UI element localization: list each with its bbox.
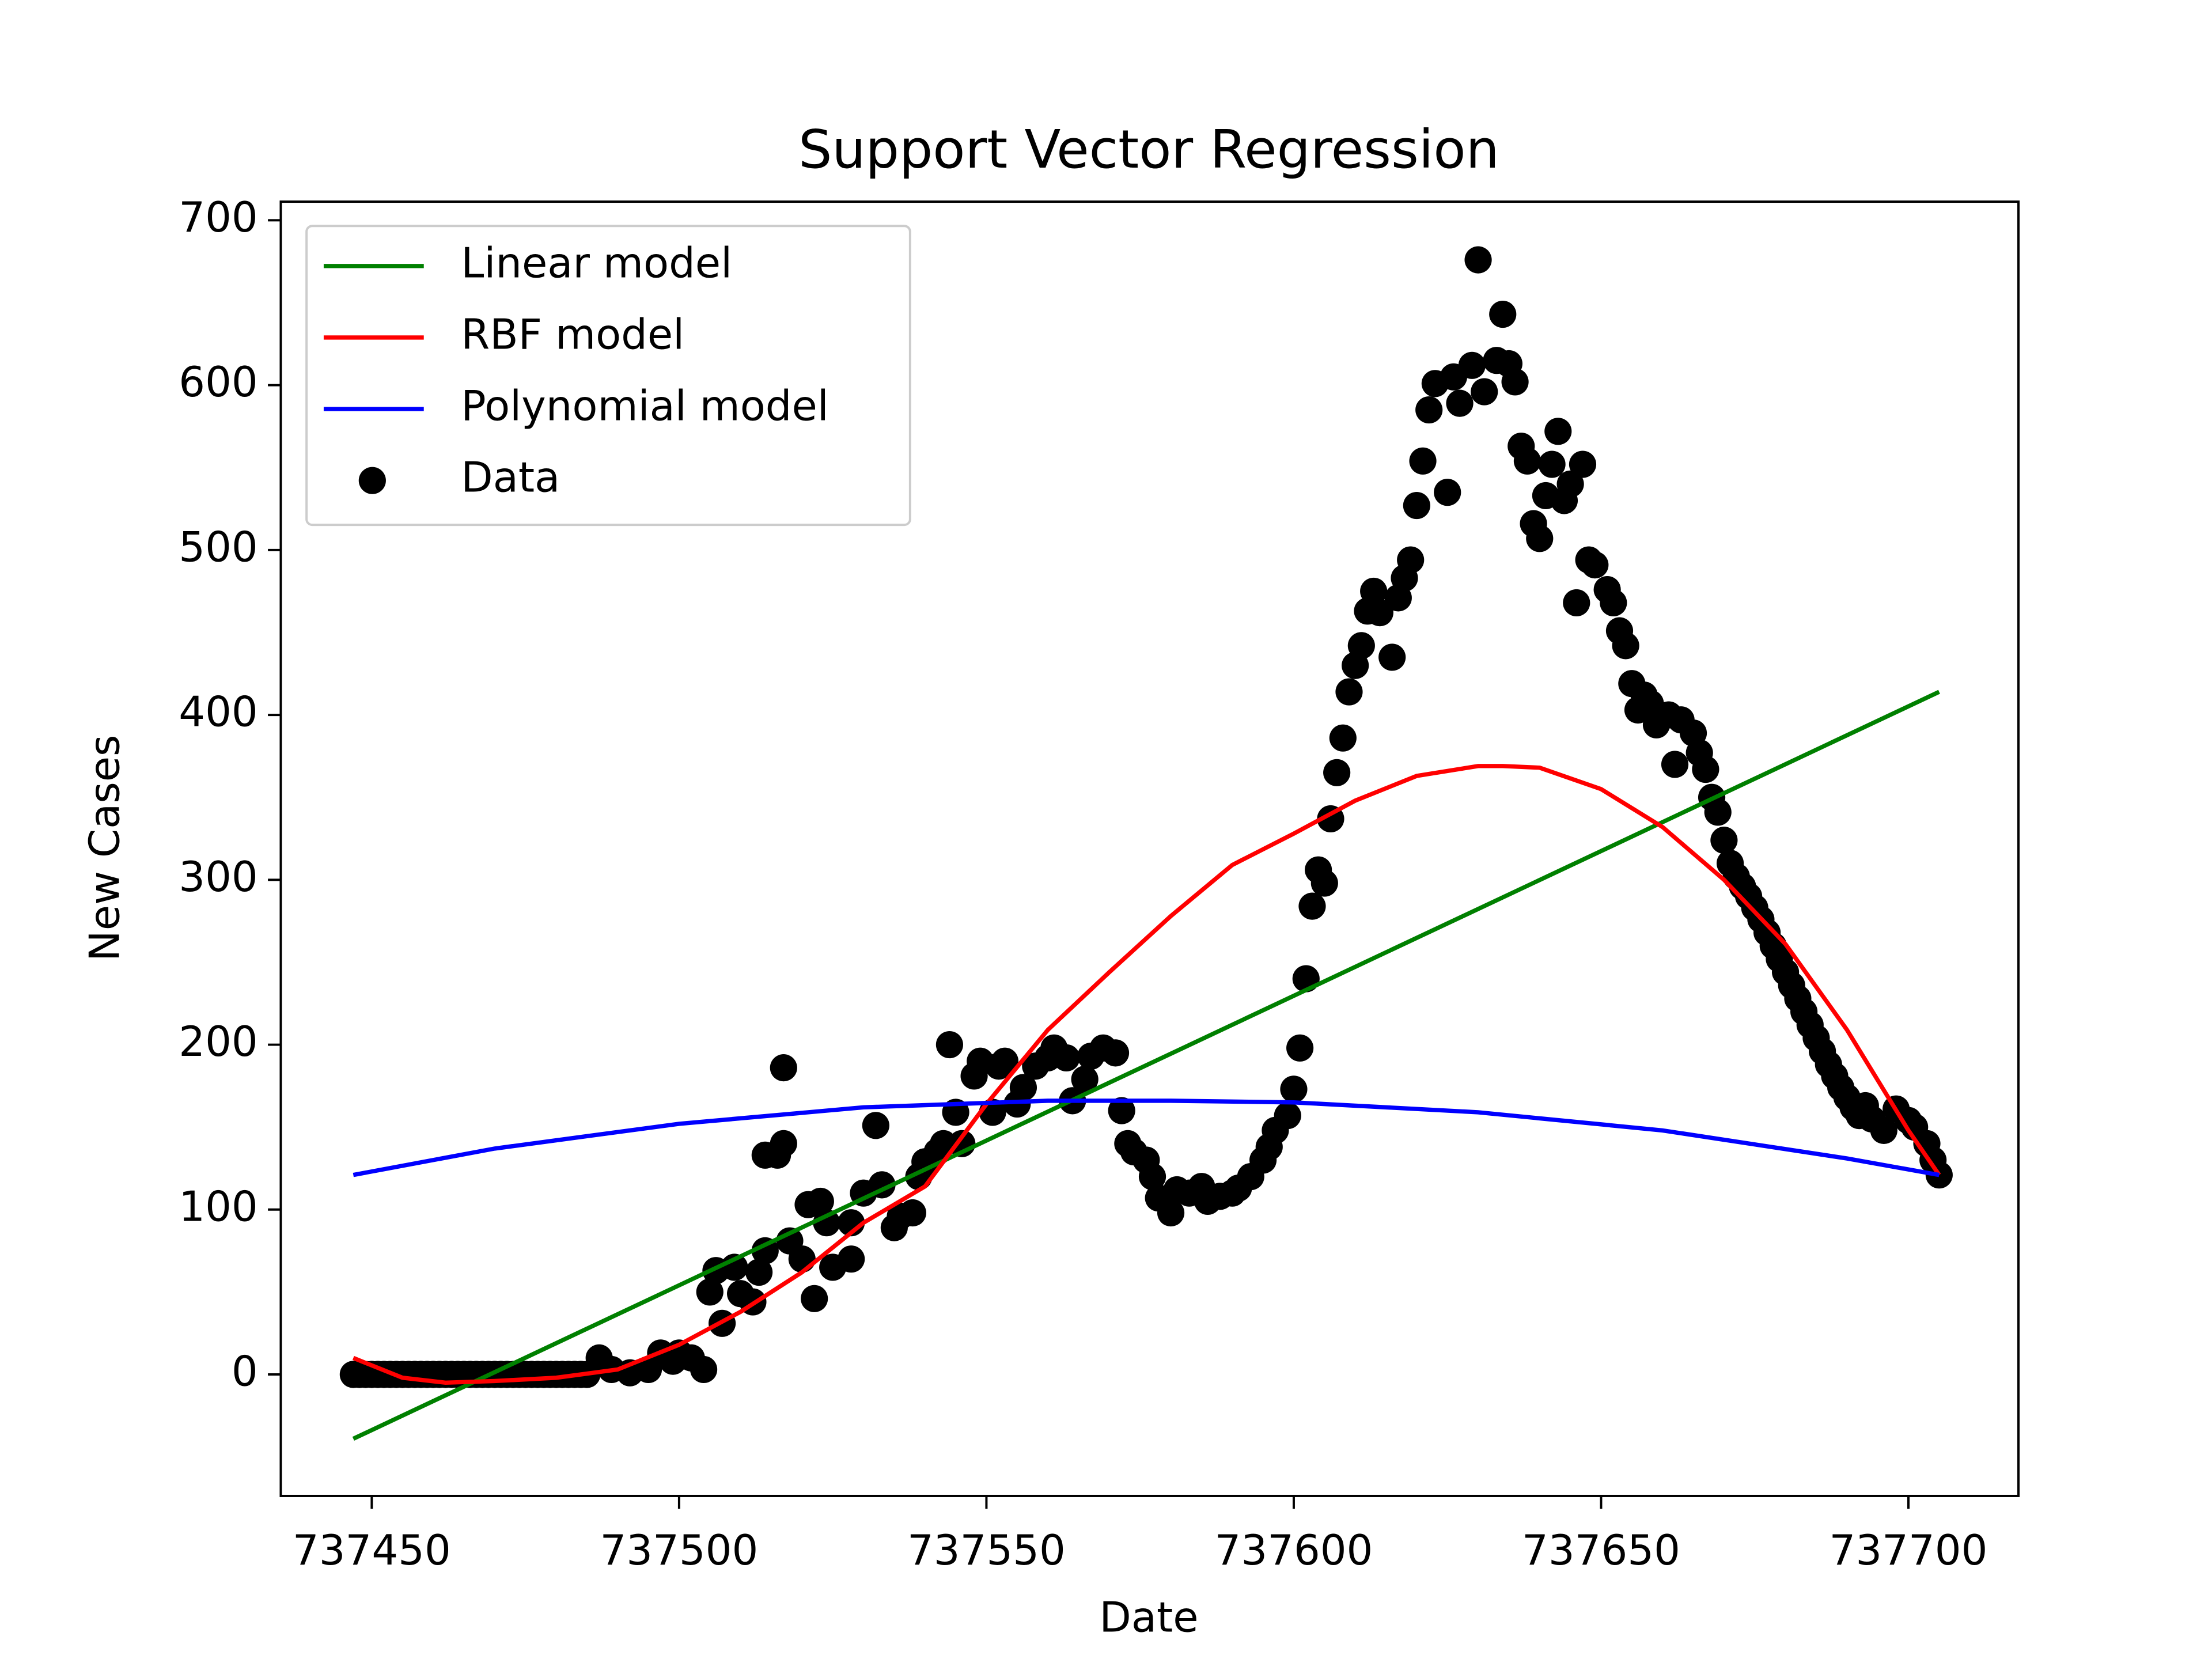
data-point: [1471, 378, 1498, 406]
data-point: [1415, 396, 1443, 424]
data-point: [1101, 1039, 1130, 1067]
data-point: [1009, 1074, 1037, 1101]
data-point: [1409, 447, 1437, 475]
data-point: [751, 1237, 779, 1264]
data-point: [1366, 599, 1393, 627]
data-point: [1501, 368, 1529, 396]
legend-label: Data: [461, 453, 560, 502]
data-point: [1286, 1034, 1314, 1062]
data-point: [1323, 759, 1351, 786]
data-point: [690, 1355, 718, 1384]
legend-label: Polynomial model: [461, 382, 829, 430]
x-tick-label: 737550: [907, 1526, 1066, 1574]
y-tick-label: 500: [179, 522, 257, 571]
data-point: [1157, 1199, 1185, 1227]
data-point: [1378, 643, 1406, 671]
data-point: [899, 1199, 926, 1227]
data-point: [1108, 1097, 1135, 1124]
data-point: [991, 1047, 1019, 1075]
y-tick-label: 300: [179, 853, 257, 901]
line-series: [352, 764, 1941, 1385]
y-tick-label: 400: [179, 688, 257, 736]
plot-frame: [279, 200, 2020, 1497]
data-point: [1569, 450, 1597, 478]
legend-marker: [358, 467, 386, 494]
data-point: [1335, 678, 1363, 706]
data-point: [1661, 751, 1689, 778]
data-point: [1612, 632, 1639, 660]
data-point: [770, 1130, 797, 1157]
data-point: [1434, 479, 1461, 506]
x-tick-label: 737650: [1522, 1526, 1680, 1574]
data-point: [813, 1209, 840, 1237]
data-point: [1544, 418, 1572, 445]
data-point: [1052, 1044, 1080, 1072]
data-point: [1692, 755, 1719, 783]
y-tick-label: 100: [179, 1182, 257, 1230]
data-point: [935, 1031, 963, 1059]
x-tick-label: 737450: [293, 1526, 451, 1574]
x-tick-label: 737500: [600, 1526, 758, 1574]
line-series: [352, 690, 1940, 1441]
data-point: [1446, 389, 1474, 417]
line-series: [353, 1099, 1940, 1177]
data-point: [1298, 892, 1326, 920]
y-axis-label: New Cases: [81, 734, 129, 961]
data-point: [862, 1112, 889, 1139]
data-point: [1600, 589, 1627, 617]
x-tick-label: 737700: [1830, 1526, 1988, 1574]
data-point: [1870, 1116, 1897, 1144]
data-point: [696, 1278, 724, 1306]
data-point: [1280, 1075, 1308, 1103]
data-point: [1138, 1162, 1166, 1191]
data-point: [1360, 577, 1388, 605]
x-tick-label: 737600: [1215, 1526, 1373, 1574]
data-point: [770, 1054, 797, 1082]
data-point: [801, 1285, 828, 1312]
y-tick-label: 600: [179, 358, 257, 406]
data-point: [1513, 447, 1541, 475]
data-point: [1563, 589, 1590, 617]
data-point: [1581, 551, 1609, 579]
data-point: [1458, 351, 1486, 379]
y-tick-label: 700: [179, 193, 257, 241]
y-tick-label: 200: [179, 1017, 257, 1066]
data-point: [1704, 798, 1732, 826]
legend-label: Linear model: [461, 238, 732, 287]
data-point: [1403, 492, 1430, 520]
data-point: [1071, 1066, 1099, 1093]
data-point: [1710, 827, 1738, 854]
data-point: [1397, 546, 1425, 574]
data-point: [1489, 300, 1517, 328]
legend-label: RBF model: [461, 310, 684, 358]
data-point: [1538, 450, 1566, 478]
x-axis-label: Date: [1099, 1593, 1198, 1641]
data-point: [745, 1258, 773, 1286]
legend-box: [305, 225, 911, 527]
data-point: [1556, 470, 1584, 498]
y-tick-label: 0: [232, 1347, 258, 1396]
data-point: [1464, 246, 1492, 274]
data-point: [1310, 869, 1338, 897]
data-point: [788, 1245, 816, 1273]
data-point: [1329, 724, 1357, 752]
data-point: [1526, 525, 1554, 552]
data-point: [806, 1187, 834, 1215]
data-point: [838, 1245, 865, 1273]
chart-title: Support Vector Regression: [798, 119, 1499, 180]
data-point: [1274, 1102, 1301, 1130]
data-point: [1347, 632, 1375, 660]
